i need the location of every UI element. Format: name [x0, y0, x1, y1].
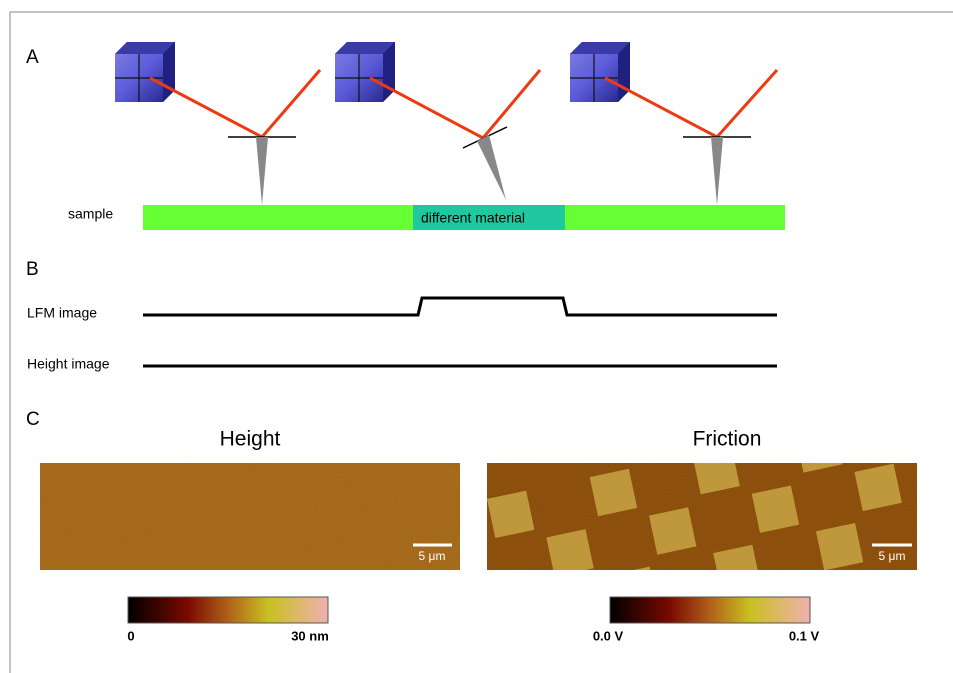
image-title: Friction [693, 428, 762, 451]
colorbar-max: 0.1 V [789, 628, 820, 643]
material-label: different material [421, 210, 525, 226]
panel-label: B [26, 259, 39, 280]
afm-setup-middle [335, 42, 540, 200]
panel-label: A [26, 47, 39, 68]
lfm-trace [143, 298, 777, 315]
panel-label: C [26, 409, 40, 430]
height-image [40, 463, 460, 570]
sample-label: sample [68, 206, 113, 222]
colorbar-min: 0.0 V [593, 628, 624, 643]
scale-bar-label: 5 μm [879, 549, 906, 563]
image-title: Height [220, 428, 281, 451]
afm-setup-left [115, 42, 320, 205]
afm-setup-right [570, 42, 777, 205]
lfm-label: LFM image [27, 305, 97, 321]
colorbar [128, 597, 328, 623]
figure: A sample different material B LFM image … [0, 0, 953, 673]
colorbar-max: 30 nm [291, 628, 329, 643]
colorbar-min: 0 [127, 628, 134, 643]
height-label: Height image [27, 356, 110, 372]
colorbar [610, 597, 810, 623]
scale-bar-label: 5 μm [419, 549, 446, 563]
